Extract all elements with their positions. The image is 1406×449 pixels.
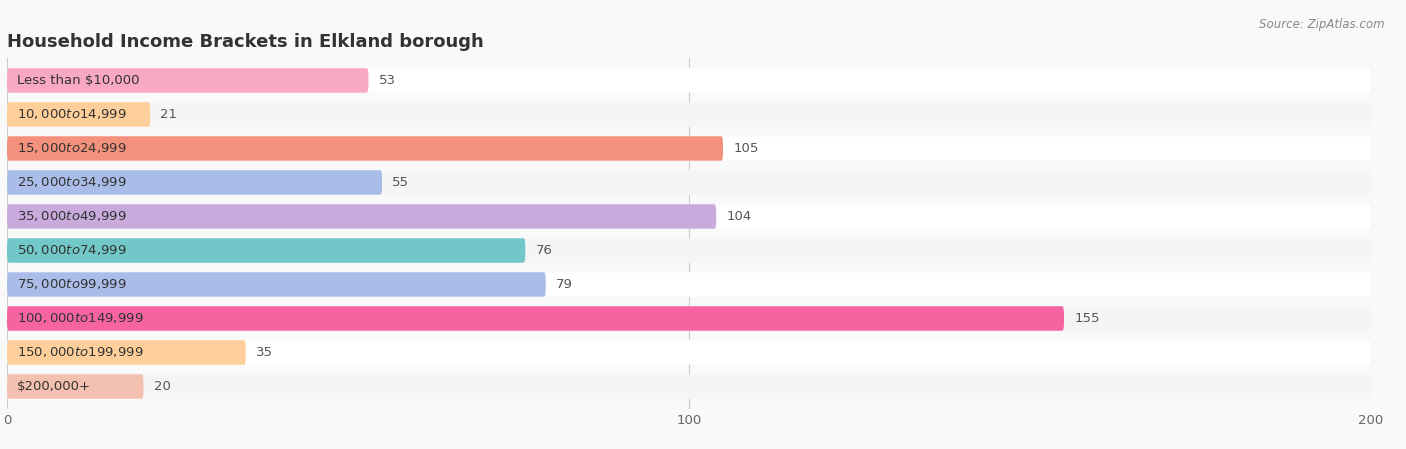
Text: 20: 20	[153, 380, 170, 393]
Text: $75,000 to $99,999: $75,000 to $99,999	[17, 277, 127, 291]
FancyBboxPatch shape	[7, 272, 546, 297]
FancyBboxPatch shape	[7, 340, 246, 365]
FancyBboxPatch shape	[7, 374, 143, 399]
Text: Source: ZipAtlas.com: Source: ZipAtlas.com	[1260, 18, 1385, 31]
FancyBboxPatch shape	[7, 272, 1371, 297]
FancyBboxPatch shape	[7, 374, 1371, 399]
Text: 104: 104	[727, 210, 752, 223]
Text: 76: 76	[536, 244, 553, 257]
FancyBboxPatch shape	[7, 136, 723, 161]
Text: 55: 55	[392, 176, 409, 189]
FancyBboxPatch shape	[7, 102, 150, 127]
FancyBboxPatch shape	[7, 170, 382, 195]
FancyBboxPatch shape	[7, 306, 1064, 331]
FancyBboxPatch shape	[7, 102, 1371, 127]
Text: $10,000 to $14,999: $10,000 to $14,999	[17, 107, 127, 122]
Text: Household Income Brackets in Elkland borough: Household Income Brackets in Elkland bor…	[7, 33, 484, 51]
Text: 79: 79	[555, 278, 572, 291]
Text: $100,000 to $149,999: $100,000 to $149,999	[17, 312, 143, 326]
Text: 53: 53	[378, 74, 395, 87]
FancyBboxPatch shape	[7, 238, 1371, 263]
FancyBboxPatch shape	[7, 204, 1371, 229]
FancyBboxPatch shape	[7, 340, 1371, 365]
FancyBboxPatch shape	[7, 306, 1371, 331]
FancyBboxPatch shape	[7, 204, 716, 229]
Text: 21: 21	[160, 108, 177, 121]
FancyBboxPatch shape	[7, 136, 1371, 161]
FancyBboxPatch shape	[7, 68, 1371, 92]
Text: $200,000+: $200,000+	[17, 380, 91, 393]
Text: $25,000 to $34,999: $25,000 to $34,999	[17, 176, 127, 189]
Text: $15,000 to $24,999: $15,000 to $24,999	[17, 141, 127, 155]
FancyBboxPatch shape	[7, 170, 1371, 195]
Text: Less than $10,000: Less than $10,000	[17, 74, 139, 87]
Text: 105: 105	[734, 142, 759, 155]
Text: 155: 155	[1074, 312, 1099, 325]
FancyBboxPatch shape	[7, 238, 526, 263]
Text: $35,000 to $49,999: $35,000 to $49,999	[17, 210, 127, 224]
Text: 35: 35	[256, 346, 273, 359]
Text: $50,000 to $74,999: $50,000 to $74,999	[17, 243, 127, 257]
Text: $150,000 to $199,999: $150,000 to $199,999	[17, 345, 143, 360]
FancyBboxPatch shape	[7, 68, 368, 92]
